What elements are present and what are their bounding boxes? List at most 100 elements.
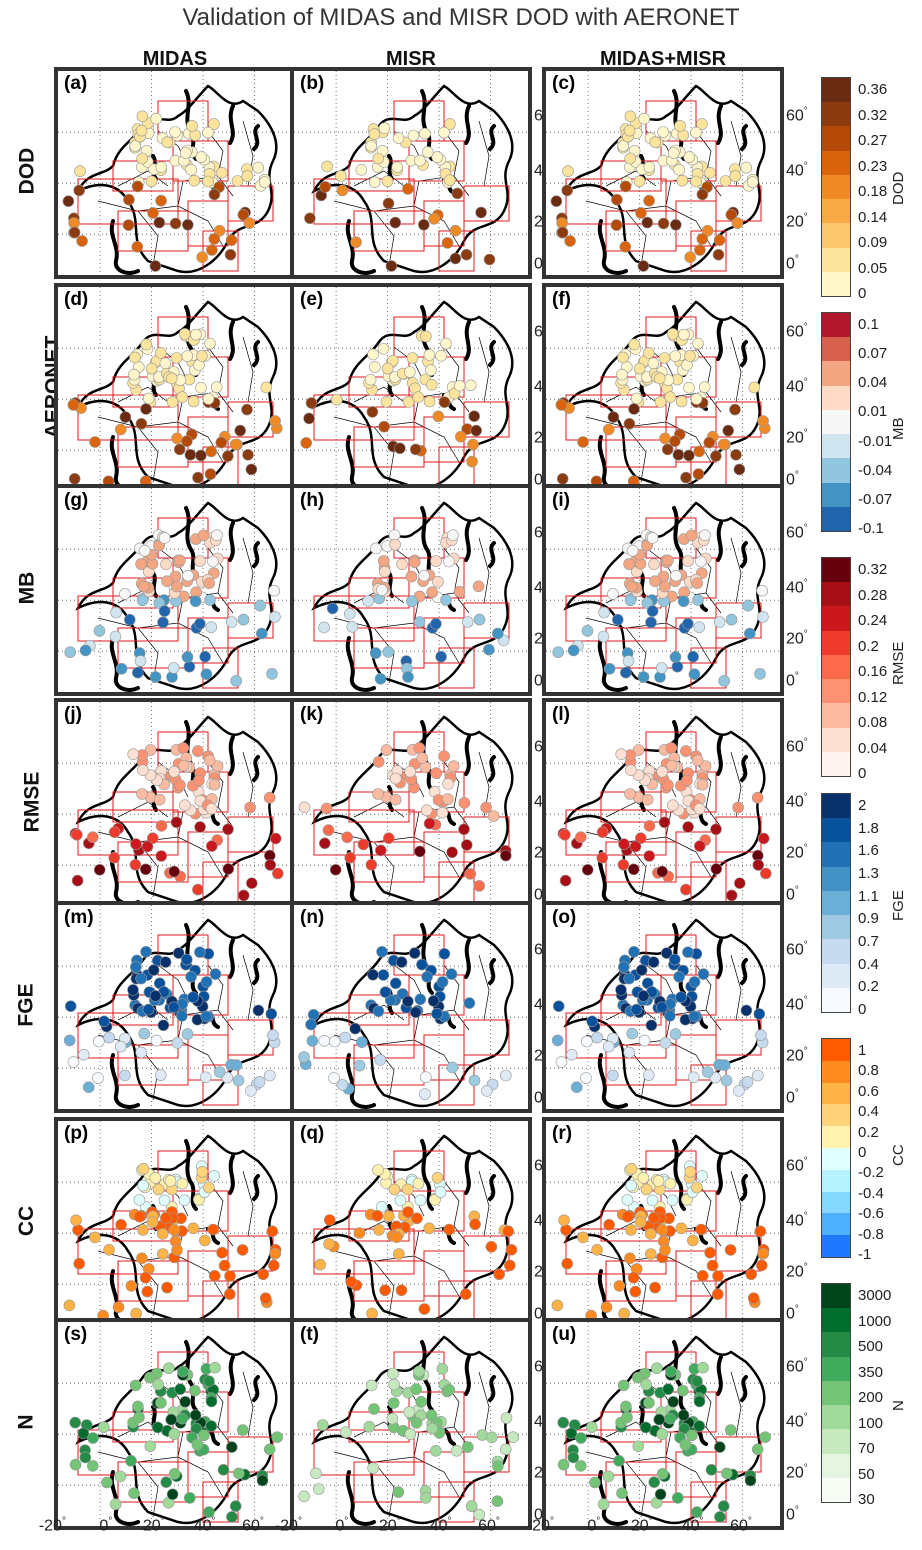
station-marker: [611, 193, 623, 206]
station-marker: [129, 1379, 142, 1392]
station-marker: [92, 1035, 105, 1048]
coastline-bold: [184, 1139, 198, 1211]
station-marker: [380, 744, 393, 756]
station-marker: [483, 643, 495, 656]
station-marker: [434, 1186, 447, 1198]
station-marker: [187, 991, 199, 1003]
station-marker: [192, 745, 204, 757]
station-marker: [733, 463, 746, 476]
station-marker: [376, 584, 388, 596]
colorbar-tick: 0.08: [858, 714, 888, 731]
region-box: [423, 831, 465, 878]
coastline: [311, 300, 514, 490]
station-marker: [469, 1218, 481, 1231]
station-marker: [719, 175, 732, 187]
station-marker: [443, 1384, 455, 1396]
latitude-tick: 20°: [786, 1045, 808, 1064]
station-marker: [690, 393, 703, 405]
station-marker: [133, 1194, 146, 1206]
region-box: [423, 1034, 465, 1081]
station-marker: [205, 1395, 218, 1408]
coastline-bold: [716, 104, 723, 145]
coastline-bold: [420, 1139, 434, 1211]
station-marker: [147, 964, 160, 976]
station-marker: [617, 1379, 630, 1392]
station-marker: [446, 1061, 459, 1074]
station-marker: [131, 180, 144, 193]
station-marker: [195, 151, 207, 163]
latitude-tick: 60°: [786, 736, 808, 755]
border-line: [177, 391, 234, 423]
station-marker: [374, 673, 387, 685]
region-box: [77, 1012, 179, 1059]
station-marker: [435, 350, 447, 362]
station-marker: [254, 599, 266, 612]
coastline-bold: [464, 320, 471, 361]
station-marker: [432, 410, 445, 423]
station-marker: [69, 1458, 82, 1471]
station-marker: [224, 1288, 236, 1300]
station-marker: [473, 613, 486, 626]
station-marker: [246, 877, 258, 889]
station-marker: [675, 991, 687, 1003]
coastline-bold: [420, 506, 434, 578]
station-marker: [134, 655, 147, 667]
region-box: [565, 1012, 667, 1059]
colorbar-tick: 0: [858, 1144, 867, 1161]
colorbar-tick: 0.9: [858, 910, 879, 928]
station-marker: [420, 1492, 432, 1504]
station-marker: [404, 1428, 417, 1440]
border-line: [242, 954, 254, 1021]
coastline-bold: [151, 571, 158, 598]
station-marker: [431, 1007, 443, 1020]
region-box: [227, 1436, 274, 1473]
station-marker: [269, 611, 281, 623]
station-marker: [196, 251, 208, 263]
station-marker: [622, 1210, 634, 1223]
station-marker: [196, 350, 208, 362]
colorbar-tick: 0.01: [858, 403, 888, 421]
station-marker: [440, 337, 452, 350]
colorbar-tick: 0.18: [858, 183, 888, 200]
station-marker: [447, 529, 459, 542]
longitude-tick: 60°: [242, 1516, 264, 1535]
colorbar-label: N: [890, 1400, 907, 1411]
coastline-bold: [228, 735, 235, 776]
station-marker: [699, 760, 712, 772]
station-marker: [202, 126, 214, 139]
station-marker: [740, 1004, 753, 1017]
station-marker: [136, 788, 148, 800]
station-marker: [187, 1222, 200, 1235]
station-marker: [757, 611, 769, 623]
colorbar-tick: -1: [858, 1246, 872, 1263]
station-marker: [734, 877, 746, 889]
station-marker: [638, 112, 650, 125]
station-marker: [410, 1383, 422, 1395]
colorbar-tick: 0.4: [858, 955, 879, 973]
map-panel: (i): [542, 484, 784, 696]
station-marker: [669, 435, 681, 447]
latitude-tick: 0°: [786, 671, 799, 690]
station-marker: [110, 606, 122, 619]
region-box: [675, 617, 717, 664]
station-marker: [729, 403, 741, 416]
station-marker: [696, 1170, 708, 1182]
station-marker: [428, 213, 440, 225]
station-marker: [213, 224, 226, 237]
station-marker: [443, 1223, 455, 1236]
station-marker: [602, 1040, 615, 1053]
station-marker: [555, 399, 568, 411]
station-marker: [669, 350, 682, 362]
station-marker: [665, 742, 678, 754]
station-marker: [632, 1371, 644, 1384]
map-svg: [294, 287, 528, 491]
border-line: [478, 1371, 490, 1438]
station-marker: [402, 396, 415, 408]
coastline-bold: [672, 506, 686, 578]
station-marker: [189, 1409, 202, 1421]
station-marker: [667, 1396, 679, 1408]
station-marker: [574, 1460, 587, 1472]
station-marker: [463, 997, 476, 1009]
station-marker: [746, 176, 759, 188]
region-box: [690, 647, 727, 689]
